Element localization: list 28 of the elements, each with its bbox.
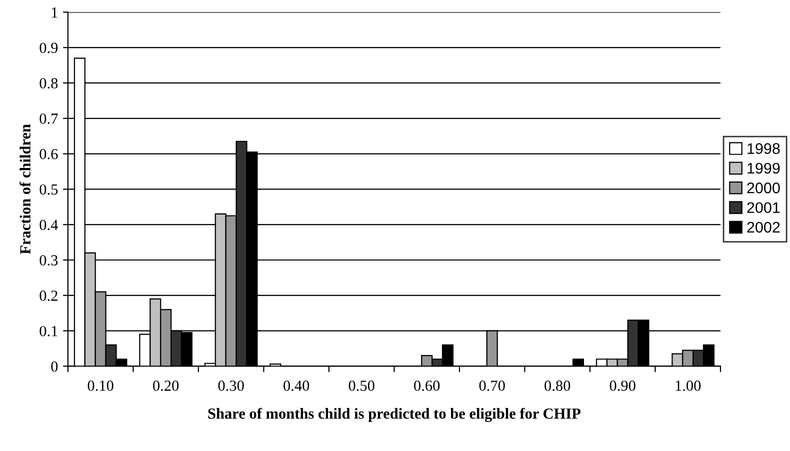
y-axis-title: Fraction of children bbox=[20, 124, 30, 254]
y-tick-label: 0.9 bbox=[40, 42, 58, 54]
x-tick-label: 0.80 bbox=[544, 380, 570, 391]
legend-label: 2002 bbox=[747, 222, 780, 233]
legend-label: 2001 bbox=[747, 202, 780, 214]
x-tick-label: 0.10 bbox=[88, 380, 114, 391]
y-tick-label: 0.8 bbox=[40, 78, 58, 88]
y-tick-label: 0.1 bbox=[40, 326, 58, 336]
x-tick-label: 0.40 bbox=[284, 380, 310, 391]
x-tick-label: 0.70 bbox=[479, 380, 505, 391]
legend-label: 1998 bbox=[748, 143, 780, 154]
y-tick-label: 1 bbox=[52, 7, 58, 18]
y-tick-label: 0 bbox=[51, 361, 58, 372]
legend-label: 1999 bbox=[748, 162, 780, 174]
x-tick-label: 0.50 bbox=[348, 380, 374, 391]
y-tick-label: 0.2 bbox=[40, 290, 58, 301]
x-tick-label: 1.00 bbox=[676, 380, 701, 391]
y-tick-label: 0.6 bbox=[40, 148, 58, 160]
y-tick-label: 0.5 bbox=[40, 184, 58, 195]
legend-label: 2000 bbox=[747, 182, 780, 194]
x-axis-title: Share of months child is predicted to be eligible for CHIP bbox=[208, 408, 581, 422]
y-tick-label: 0.7 bbox=[40, 114, 58, 124]
y-tick-label: 0.4 bbox=[40, 220, 58, 230]
y-tick-label: 0.3 bbox=[40, 255, 58, 266]
x-tick-label: 0.90 bbox=[610, 380, 636, 391]
x-tick-label: 0.30 bbox=[218, 380, 244, 391]
x-tick-label: 0.60 bbox=[414, 380, 440, 391]
x-tick-label: 0.20 bbox=[153, 380, 179, 391]
